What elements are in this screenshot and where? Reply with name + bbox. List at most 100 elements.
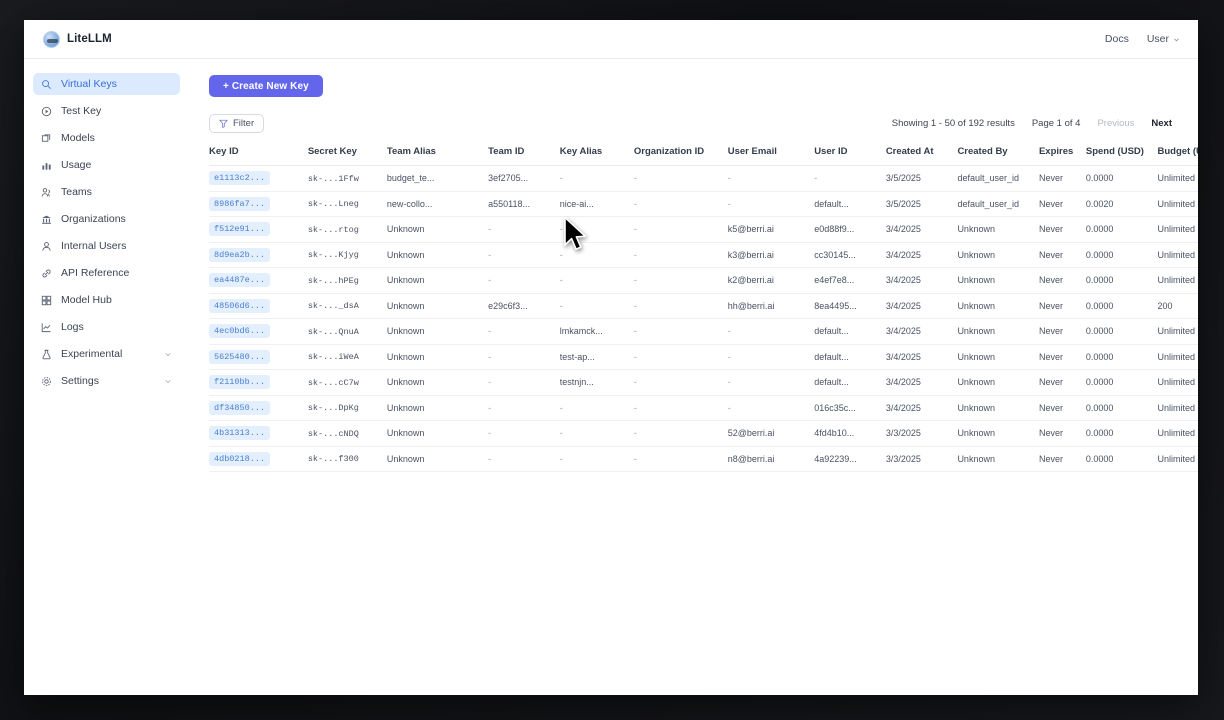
cell-created-at: 3/3/2025 xyxy=(885,420,958,447)
table-row[interactable]: 8d9ea2b... sk-...Kjyg Unknown - - - k3@berri.a… xyxy=(209,242,1198,268)
cell-secret-key: sk-...QnuA xyxy=(307,318,387,345)
create-new-key-button[interactable]: + Create New Key xyxy=(209,75,323,97)
column-header-expires[interactable]: Expires xyxy=(1038,146,1086,166)
cell-created-by: default_user_id xyxy=(957,165,1039,192)
table-row[interactable]: 48506d6... sk-..._dsA Unknown e29c6f3... - - h… xyxy=(209,293,1198,319)
next-page-button[interactable]: Next xyxy=(1151,118,1172,129)
cell-user-id: default... xyxy=(814,318,886,345)
sidebar-item-organizations[interactable]: Organizations xyxy=(33,208,180,230)
cell-key-id[interactable]: f2110bb... xyxy=(209,369,308,396)
cell-key-id[interactable]: 8d9ea2b... xyxy=(209,242,308,268)
cell-budget-usd: Unlimited xyxy=(1157,344,1198,370)
table-row[interactable]: ea4487e... sk-...hPEg Unknown - - - k2@berri.a… xyxy=(209,267,1198,294)
cell-key-alias: - xyxy=(559,293,634,319)
table-row[interactable]: 4b31313... sk-...cNDQ Unknown - - -52@berri.a… xyxy=(209,420,1198,447)
table-row[interactable]: 4db0218... sk-...f300 Unknown - - - n8@berri.a… xyxy=(209,446,1198,472)
key-id-chip[interactable]: 8986fa7... xyxy=(209,196,271,211)
cell-budget-usd: Unlimited xyxy=(1157,318,1198,345)
cell-created-by: Unknown xyxy=(957,216,1039,243)
cell-key-alias: - xyxy=(559,242,634,268)
cell-key-id[interactable]: 4b31313... xyxy=(209,420,308,447)
cell-key-alias: - xyxy=(559,446,634,472)
cell-user-id: default... xyxy=(814,369,886,396)
key-id-chip[interactable]: 5625480... xyxy=(209,349,271,364)
cell-key-id[interactable]: e1113c2... xyxy=(209,165,308,192)
cell-team-alias: Unknown xyxy=(386,216,489,243)
key-id-chip[interactable]: df34850... xyxy=(209,400,271,415)
cell-key-id[interactable]: ea4487e... xyxy=(209,267,308,294)
cell-key-id[interactable]: f512e91... xyxy=(209,216,308,243)
cell-created-at: 3/4/2025 xyxy=(885,216,958,243)
cell-created-at: 3/4/2025 xyxy=(885,293,958,319)
cell-team-id: - xyxy=(488,318,560,345)
cell-organization-id: - xyxy=(633,420,728,447)
flask-icon xyxy=(41,349,52,360)
key-id-chip[interactable]: f512e91... xyxy=(209,222,271,237)
key-id-chip[interactable]: 8d9ea2b... xyxy=(209,247,271,262)
column-header-team-alias[interactable]: Team Alias xyxy=(386,146,489,166)
sidebar-item-experimental[interactable]: Experimental xyxy=(33,343,180,365)
key-id-chip[interactable]: e1113c2... xyxy=(209,171,271,186)
column-header-created-by[interactable]: Created By xyxy=(957,146,1039,166)
cell-key-id[interactable]: df34850... xyxy=(209,395,308,421)
key-id-chip[interactable]: 4b31313... xyxy=(209,426,271,441)
sidebar-item-usage[interactable]: Usage xyxy=(33,154,180,176)
sidebar-item-virtual-keys[interactable]: Virtual Keys xyxy=(33,73,180,95)
sidebar-item-internal-users[interactable]: Internal Users xyxy=(33,235,180,257)
column-header-key-id[interactable]: Key ID xyxy=(209,146,308,166)
sidebar: Virtual Keys Test Key Models Usage xyxy=(24,59,189,695)
key-id-chip[interactable]: 4db0218... xyxy=(209,451,271,466)
cell-spend-usd: 0.0000 xyxy=(1085,165,1158,192)
sidebar-item-teams[interactable]: Teams xyxy=(33,181,180,203)
column-header-budget-usd[interactable]: Budget (USD) xyxy=(1157,146,1198,166)
table-body: e1113c2... sk-...1Ffw budget_te... 3ef2705.… xyxy=(209,165,1198,472)
cell-team-id: - xyxy=(488,446,560,472)
brand[interactable]: LiteLLM xyxy=(43,30,112,48)
filter-button[interactable]: Filter xyxy=(209,114,265,133)
cell-key-id[interactable]: 4ec0bd6... xyxy=(209,318,308,345)
column-header-key-alias[interactable]: Key Alias xyxy=(559,146,634,166)
table-row[interactable]: 4ec0bd6... sk-...QnuA Unknown - lmkamck... - -… xyxy=(209,318,1198,345)
table-row[interactable]: f512e91... sk-...rtog Unknown - - - k5@berri.a… xyxy=(209,216,1198,243)
table-row[interactable]: e1113c2... sk-...1Ffw budget_te... 3ef2705.… xyxy=(209,165,1198,192)
cell-created-by: default_user_id xyxy=(957,191,1039,217)
table-row[interactable]: df34850... sk-...DpKg Unknown - - - -016c35c..… xyxy=(209,395,1198,421)
table-row[interactable]: 8986fa7... sk-...Lneg new-collo... a550118.… xyxy=(209,191,1198,217)
column-header-user-id[interactable]: User ID xyxy=(814,146,886,166)
cell-organization-id: - xyxy=(633,216,728,243)
cell-created-by: Unknown xyxy=(957,293,1039,319)
cell-team-id: a550118... xyxy=(488,191,560,217)
sidebar-item-label: Models xyxy=(61,132,95,144)
cell-key-alias: lmkamck... xyxy=(559,318,634,345)
column-header-user-email[interactable]: User Email xyxy=(727,146,815,166)
column-header-team-id[interactable]: Team ID xyxy=(488,146,560,166)
column-header-spend-usd[interactable]: Spend (USD) xyxy=(1085,146,1158,166)
column-header-created-at[interactable]: Created At xyxy=(885,146,958,166)
key-id-chip[interactable]: f2110bb... xyxy=(209,375,271,390)
secret-key-text: sk-...Kjyg xyxy=(307,250,359,261)
cell-key-id[interactable]: 8986fa7... xyxy=(209,191,308,217)
key-id-chip[interactable]: 48506d6... xyxy=(209,298,271,313)
sidebar-item-logs[interactable]: Logs xyxy=(33,316,180,338)
cell-key-id[interactable]: 5625480... xyxy=(209,344,308,370)
column-header-organization-id[interactable]: Organization ID xyxy=(633,146,728,166)
cell-user-id: cc30145... xyxy=(814,242,886,268)
cell-key-id[interactable]: 48506d6... xyxy=(209,293,308,319)
sidebar-item-model-hub[interactable]: Model Hub xyxy=(33,289,180,311)
sidebar-item-test-key[interactable]: Test Key xyxy=(33,100,180,122)
cell-team-id: - xyxy=(488,395,560,421)
key-id-chip[interactable]: ea4487e... xyxy=(209,273,271,288)
cell-organization-id: - xyxy=(633,165,728,192)
link-icon xyxy=(41,268,52,279)
table-row[interactable]: 5625480... sk-...iWeA Unknown - test-ap... - -… xyxy=(209,344,1198,370)
key-id-chip[interactable]: 4ec0bd6... xyxy=(209,324,271,339)
docs-link[interactable]: Docs xyxy=(1104,33,1129,45)
column-header-secret-key[interactable]: Secret Key xyxy=(307,146,387,166)
cell-key-id[interactable]: 4db0218... xyxy=(209,446,308,472)
table-row[interactable]: f2110bb... sk-...cC7w Unknown - testnjn... - -… xyxy=(209,369,1198,396)
sidebar-item-settings[interactable]: Settings xyxy=(33,370,180,392)
sidebar-item-api-reference[interactable]: API Reference xyxy=(33,262,180,284)
previous-page-button[interactable]: Previous xyxy=(1097,118,1135,129)
user-menu[interactable]: User xyxy=(1147,33,1180,45)
sidebar-item-models[interactable]: Models xyxy=(33,127,180,149)
